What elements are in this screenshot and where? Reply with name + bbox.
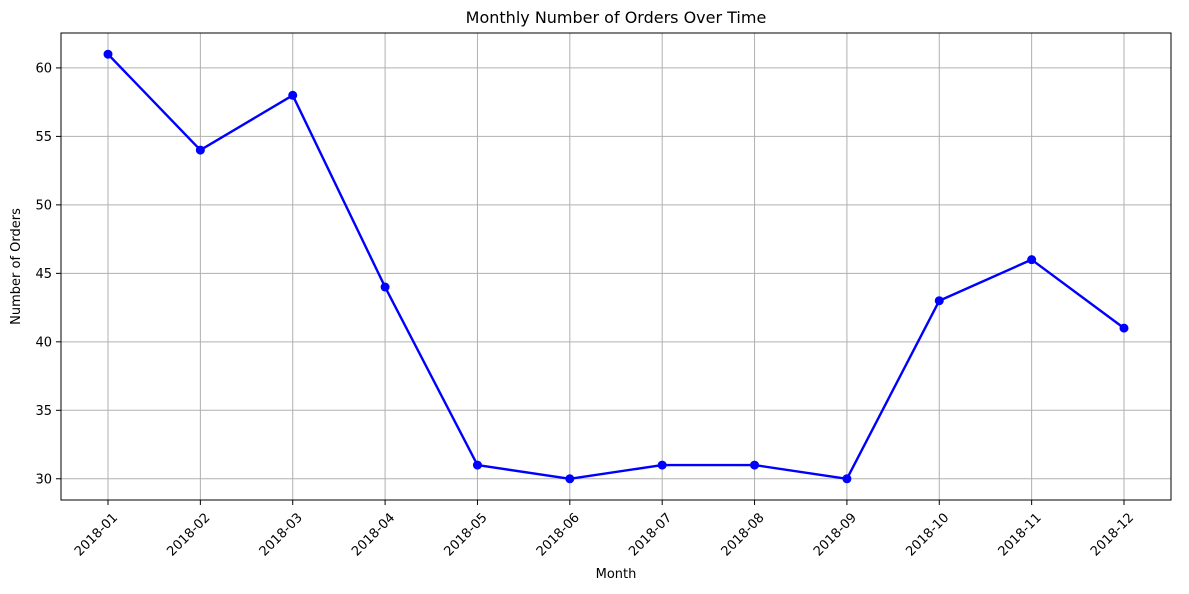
- y-tick-label: 30: [35, 472, 52, 487]
- x-tick-label: 2018-07: [626, 510, 675, 559]
- y-axis-title: Number of Orders: [9, 208, 24, 325]
- series-line: [106, 53, 1126, 480]
- y-tick-label: 55: [35, 130, 52, 145]
- x-tick-label: 2018-01: [72, 510, 121, 559]
- x-tick-label: 2018-09: [811, 510, 860, 559]
- series-layer: [103, 49, 1129, 484]
- y-tick-label: 45: [35, 267, 52, 282]
- data-point: [750, 460, 760, 470]
- y-tick-label: 40: [35, 335, 52, 350]
- data-point: [380, 282, 390, 292]
- plot-frame: [60, 32, 1172, 501]
- x-tick-label: 2018-05: [441, 510, 490, 559]
- plot-background: [61, 33, 1171, 500]
- data-point: [1119, 323, 1129, 333]
- data-point: [842, 474, 852, 484]
- y-tick-label: 35: [35, 404, 52, 419]
- data-point: [195, 145, 205, 155]
- grid-lines: [61, 33, 1171, 500]
- x-tick-label: 2018-12: [1088, 510, 1137, 559]
- x-tick-label: 2018-08: [719, 510, 768, 559]
- data-point: [934, 296, 944, 306]
- x-tick-label: 2018-11: [996, 510, 1045, 559]
- x-tick-label: 2018-02: [164, 510, 213, 559]
- data-point: [288, 90, 298, 100]
- x-tick-label: 2018-03: [257, 510, 306, 559]
- data-point: [657, 460, 667, 470]
- x-axis-ticks: 2018-01 2018-02 2018-03 2018-04 2018-05 2018-…: [72, 500, 1137, 559]
- y-tick-label: 60: [35, 61, 52, 76]
- axes: [60, 32, 1172, 501]
- x-tick-label: 2018-04: [349, 510, 398, 559]
- data-point: [1027, 255, 1037, 265]
- chart-title: Monthly Number of Orders Over Time: [466, 8, 767, 27]
- x-tick-label: 2018-06: [534, 510, 583, 559]
- y-axis-ticks: 30 35 40 45 50 55 60: [35, 61, 61, 487]
- data-point: [472, 460, 482, 470]
- x-axis-title: Month: [596, 567, 637, 582]
- data-point: [565, 474, 575, 484]
- data-point: [103, 49, 113, 59]
- x-tick-label: 2018-10: [903, 510, 952, 559]
- y-tick-label: 50: [35, 198, 52, 213]
